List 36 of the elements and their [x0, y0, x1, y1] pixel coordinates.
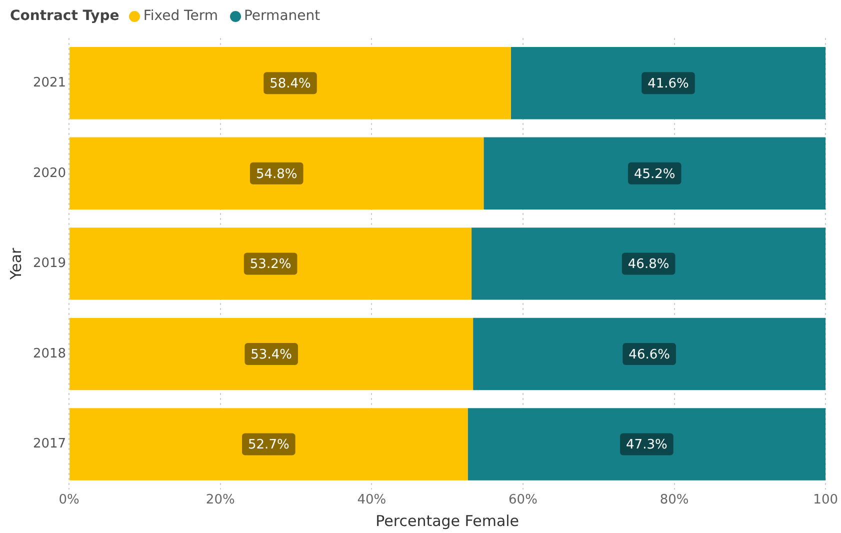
data-label: 45.2% [634, 166, 676, 182]
y-tick-label: 2017 [32, 436, 66, 452]
x-axis-title: Percentage Female [376, 512, 520, 530]
data-label: 47.3% [626, 438, 668, 453]
y-tick-label: 2020 [32, 166, 66, 181]
data-label: 46.8% [628, 257, 670, 272]
data-label: 41.6% [648, 76, 689, 92]
data-label: 58.4% [270, 76, 311, 92]
x-tick-label: 60% [508, 492, 538, 508]
bar [70, 318, 474, 390]
y-tick-label: 2018 [32, 346, 66, 362]
x-tick-label: 100 [813, 492, 838, 508]
bar [473, 318, 826, 390]
bar [510, 47, 826, 120]
data-label: 54.8% [256, 166, 298, 182]
data-label: 52.7% [248, 438, 290, 453]
bar [70, 228, 472, 300]
x-tick-label: 80% [660, 492, 689, 508]
bar [472, 228, 826, 300]
legend-label: Fixed Term [143, 8, 218, 24]
legend-title: Contract Type [10, 8, 120, 24]
bar [70, 47, 511, 120]
y-tick-label: 2019 [32, 256, 66, 272]
y-tick-label: 2021 [32, 76, 66, 91]
bar [484, 137, 826, 210]
data-label: 53.2% [250, 257, 292, 272]
y-axis-title: Year [6, 246, 25, 281]
x-tick-label: 0% [58, 492, 80, 508]
legend-label: Permanent [244, 8, 320, 24]
x-tick-label: 40% [357, 492, 386, 508]
bar [468, 408, 826, 480]
data-label: 46.6% [628, 347, 670, 362]
bar [70, 137, 484, 210]
bar [70, 408, 468, 480]
data-label: 53.4% [250, 347, 292, 362]
x-tick-label: 20% [206, 492, 235, 508]
